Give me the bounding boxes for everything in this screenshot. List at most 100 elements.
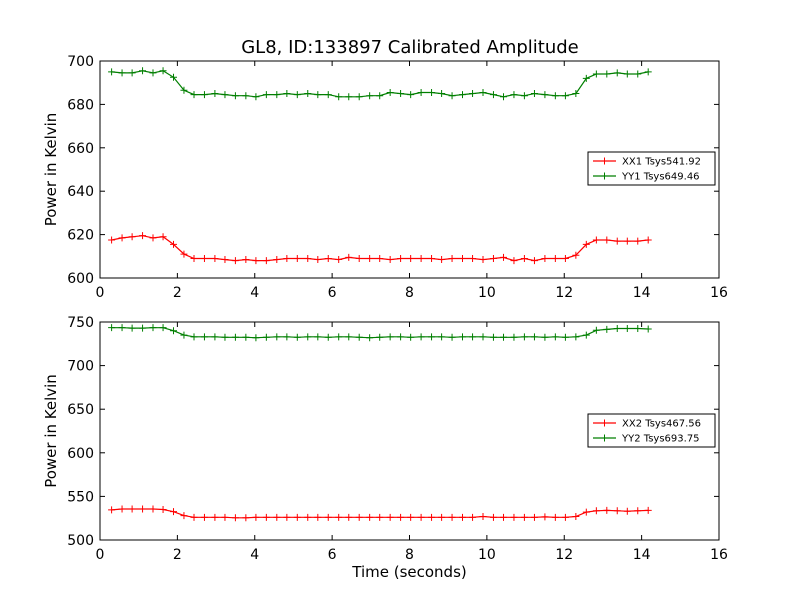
data-point: [139, 324, 147, 332]
data-point: [582, 331, 590, 339]
x-tick-label: 10: [478, 547, 496, 563]
data-point: [211, 333, 219, 341]
data-point: [386, 513, 394, 521]
data-point: [335, 93, 343, 101]
data-point: [592, 236, 600, 244]
data-point: [407, 91, 415, 99]
data-point: [180, 250, 188, 258]
data-point: [314, 333, 322, 341]
data-point: [561, 333, 569, 341]
legend: XX1 Tsys541.92 YY1 Tsys649.46: [587, 151, 716, 186]
data-point: [345, 513, 353, 521]
data-point: [592, 326, 600, 334]
y-tick-label: 500: [67, 533, 94, 549]
data-point: [623, 237, 631, 245]
data-point: [170, 508, 178, 516]
series-2-1: [108, 505, 652, 522]
data-point: [479, 256, 487, 264]
data-point: [520, 333, 528, 341]
data-point: [510, 333, 518, 341]
data-point: [324, 513, 332, 521]
data-point: [345, 333, 353, 341]
legend-label: XX2 Tsys467.56: [622, 419, 701, 430]
data-point: [397, 513, 405, 521]
data-point: [603, 325, 611, 333]
data-point: [376, 254, 384, 262]
data-point: [345, 253, 353, 261]
legend-marker: [601, 172, 608, 180]
y-axis-label: Power in Kelvin: [42, 374, 60, 488]
data-point: [428, 513, 436, 521]
legend-marker: [601, 157, 608, 165]
data-point: [180, 86, 188, 94]
x-tick-label: 12: [555, 285, 573, 301]
data-point: [366, 92, 374, 100]
data-point: [252, 513, 260, 521]
data-point: [417, 254, 425, 262]
data-point: [489, 91, 497, 99]
data-point: [428, 333, 436, 341]
x-tick-label: 6: [328, 285, 337, 301]
data-point: [376, 513, 384, 521]
data-point: [221, 333, 229, 341]
data-point: [170, 327, 178, 335]
data-point: [283, 90, 291, 98]
data-point: [603, 70, 611, 78]
data-point: [304, 333, 312, 341]
data-point: [231, 257, 239, 265]
data-point: [273, 256, 281, 264]
data-point: [572, 512, 580, 520]
data-point: [561, 513, 569, 521]
data-point: [459, 254, 467, 262]
data-point: [407, 333, 415, 341]
data-point: [448, 513, 456, 521]
data-point: [551, 513, 559, 521]
data-point: [397, 333, 405, 341]
y-tick-label: 680: [67, 97, 94, 113]
legend-box: [587, 413, 716, 448]
data-point: [159, 233, 167, 241]
legend-box: [587, 151, 716, 186]
data-point: [262, 513, 270, 521]
data-point: [520, 92, 528, 100]
data-point: [324, 254, 332, 262]
data-point: [190, 254, 198, 262]
data-point: [262, 333, 270, 341]
x-tick-label: 14: [633, 547, 651, 563]
data-point: [489, 513, 497, 521]
legend: XX2 Tsys467.56 YY2 Tsys693.75: [587, 413, 716, 448]
data-point: [530, 513, 538, 521]
data-point: [231, 333, 239, 341]
data-point: [397, 254, 405, 262]
data-point: [283, 254, 291, 262]
data-point: [293, 254, 301, 262]
data-point: [376, 333, 384, 341]
data-point: [623, 70, 631, 78]
data-point: [623, 325, 631, 333]
data-point: [541, 254, 549, 262]
data-point: [366, 513, 374, 521]
data-point: [211, 254, 219, 262]
data-point: [262, 91, 270, 99]
data-point: [293, 91, 301, 99]
data-point: [510, 513, 518, 521]
data-point: [520, 513, 528, 521]
chart-title: GL8, ID:133897 Calibrated Amplitude: [241, 37, 579, 58]
data-point: [200, 254, 208, 262]
data-point: [510, 91, 518, 99]
data-point: [448, 254, 456, 262]
data-point: [283, 513, 291, 521]
data-point: [221, 91, 229, 99]
data-point: [561, 92, 569, 100]
data-point: [613, 507, 621, 515]
data-point: [200, 91, 208, 99]
x-tick-label: 0: [96, 285, 105, 301]
data-point: [459, 91, 467, 99]
data-point: [314, 256, 322, 264]
data-point: [314, 513, 322, 521]
data-point: [386, 256, 394, 264]
data-point: [469, 254, 477, 262]
data-point: [231, 92, 239, 100]
data-point: [262, 257, 270, 265]
